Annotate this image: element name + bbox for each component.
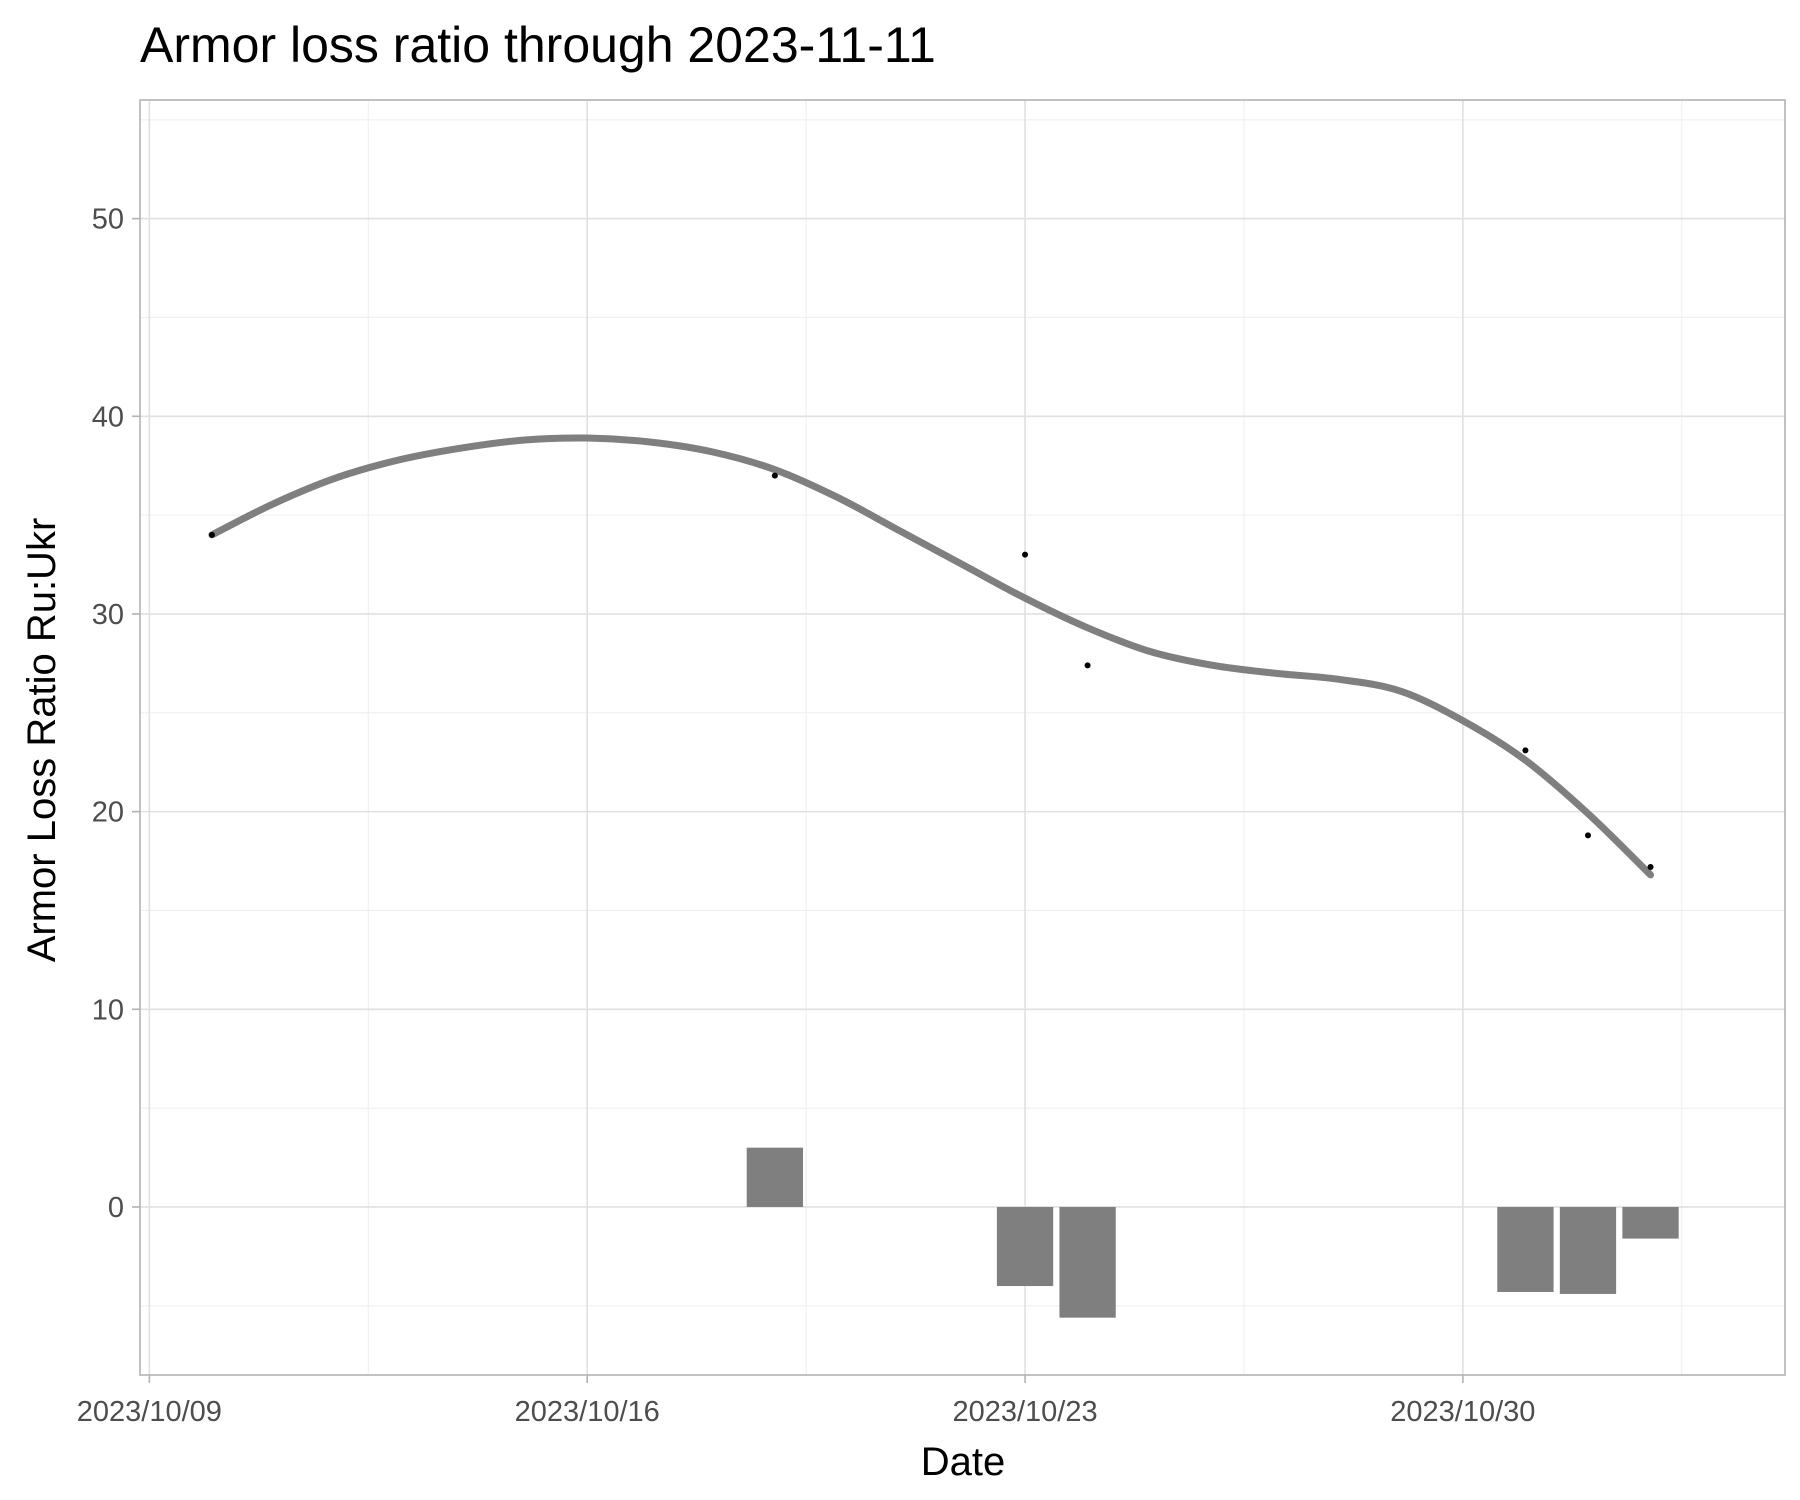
x-tick-label: 2023/10/16 [515,1396,660,1428]
x-tick-label: 2023/10/09 [77,1396,222,1428]
x-tick-label: 2023/10/30 [1390,1396,1535,1428]
y-tick-label: 0 [108,1192,124,1224]
bar-2023-10-19 [746,1147,804,1207]
point-2023-10-24 [1084,662,1091,669]
trend-line-layer [208,434,1655,879]
bar-2023-10-24 [1059,1206,1116,1318]
x-tick-label: 2023/10/23 [952,1396,1097,1428]
y-tick-label: 40 [92,401,124,433]
chart-title: Armor loss ratio through 2023-11-11 [140,17,936,73]
bars [746,1147,1679,1318]
y-tick-label: 10 [92,994,124,1026]
y-axis-title: Armor Loss Ratio Ru:Ukr [20,518,64,963]
point-2023-10-19 [771,472,778,479]
y-axis: 0 10 20 30 40 50 [92,204,140,1224]
bar-2023-11-02 [1622,1206,1679,1239]
y-tick-label: 20 [92,797,124,829]
point-2023-10-10 [208,531,215,538]
point-2023-11-01 [1584,832,1591,839]
point-2023-10-31 [1522,747,1529,754]
point-2023-10-23 [1022,551,1029,558]
points [208,472,1654,870]
bar-2023-11-01 [1559,1206,1617,1294]
trend-line [208,434,1655,879]
x-axis-title: Date [921,1440,1006,1484]
point-2023-11-02 [1647,863,1654,870]
plot-panel-border [139,99,1786,1376]
grid [140,100,1785,1375]
x-axis: 2023/10/09 2023/10/16 2023/10/23 2023/10/30 [77,1375,1535,1428]
bar-2023-10-23 [996,1206,1054,1287]
bar-2023-10-31 [1497,1206,1554,1292]
y-tick-label: 30 [92,599,124,631]
y-tick-label: 50 [92,204,124,236]
